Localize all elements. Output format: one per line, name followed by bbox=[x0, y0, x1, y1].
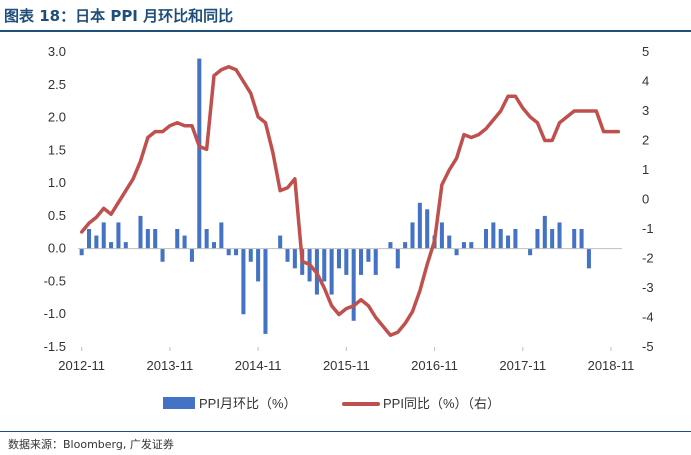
bar-mom bbox=[285, 248, 290, 262]
y-left-tick-label: -1.0 bbox=[44, 306, 66, 321]
bar-mom bbox=[204, 229, 209, 249]
bar-mom bbox=[292, 248, 297, 269]
bar-mom bbox=[234, 248, 239, 256]
line-yoy bbox=[79, 65, 621, 337]
bar-mom bbox=[373, 248, 378, 275]
bar-mom bbox=[542, 215, 547, 249]
bar-mom bbox=[145, 229, 150, 249]
x-tick-label: 2015-11 bbox=[323, 358, 370, 373]
y-left-tick-label: 3.0 bbox=[48, 44, 66, 59]
bar-mom bbox=[116, 222, 121, 249]
bar-mom bbox=[101, 222, 106, 249]
y-left-tick-label: 0.0 bbox=[48, 241, 66, 256]
bar-mom bbox=[403, 242, 408, 249]
bar-mom bbox=[513, 229, 518, 249]
bar-mom bbox=[469, 242, 474, 249]
y-right-tick-label: -4 bbox=[642, 310, 654, 325]
bar-mom bbox=[182, 235, 187, 249]
bar-mom bbox=[263, 248, 268, 334]
bar-mom bbox=[336, 248, 341, 269]
bar-mom bbox=[586, 248, 591, 269]
bar-mom bbox=[388, 242, 393, 249]
bar-mom bbox=[491, 222, 496, 249]
bar-mom bbox=[248, 248, 253, 262]
x-tick-label: 2017-11 bbox=[499, 358, 546, 373]
bar-mom bbox=[123, 242, 128, 249]
bar-mom bbox=[439, 222, 444, 249]
bar-mom bbox=[359, 248, 364, 275]
y-left-tick-label: -1.5 bbox=[44, 339, 66, 354]
bar-mom bbox=[572, 229, 577, 249]
legend-swatch-bar bbox=[163, 397, 195, 409]
bar-mom bbox=[395, 248, 400, 269]
bar-mom bbox=[447, 235, 452, 249]
y-left-tick-label: 1.0 bbox=[48, 175, 66, 190]
y-right-tick-label: 2 bbox=[642, 133, 649, 148]
y-left-tick-label: -0.5 bbox=[44, 273, 66, 288]
bar-mom bbox=[175, 229, 180, 249]
bar-mom bbox=[454, 248, 459, 256]
bar-mom bbox=[278, 235, 283, 249]
bar-mom bbox=[425, 209, 430, 249]
bar-mom bbox=[241, 248, 246, 315]
bar-mom bbox=[226, 248, 231, 256]
bar-mom bbox=[535, 229, 540, 249]
y-right-tick-label: 5 bbox=[642, 44, 649, 59]
y-right-tick-label: -2 bbox=[642, 251, 654, 266]
bar-mom bbox=[109, 242, 114, 249]
source-note: 数据来源：Bloomberg, 广发证券 bbox=[8, 436, 174, 452]
x-tick-label: 2012-11 bbox=[58, 358, 105, 373]
bar-mom bbox=[351, 248, 356, 321]
bar-mom bbox=[498, 229, 503, 249]
legend-label-line: PPI同比（%）（右） bbox=[383, 396, 500, 411]
bar-mom bbox=[417, 202, 422, 249]
y-left-tick-label: 0.5 bbox=[48, 208, 66, 223]
x-tick-label: 2018-11 bbox=[588, 358, 635, 373]
y-right-tick-label: -5 bbox=[642, 339, 654, 354]
y-right-tick-label: 1 bbox=[642, 162, 649, 177]
y-left-tick-label: 1.5 bbox=[48, 142, 66, 157]
bar-mom bbox=[322, 248, 327, 282]
bar-mom bbox=[410, 222, 415, 249]
bar-mom bbox=[153, 229, 158, 249]
y-right-tick-label: -1 bbox=[642, 221, 654, 236]
y-left-tick-label: 2.5 bbox=[48, 77, 66, 92]
bar-mom bbox=[557, 222, 562, 249]
chart-title: 图表 18：日本 PPI 月环比和同比 bbox=[4, 7, 234, 25]
chart: 3.0 2.5 2.0 1.5 1.0 0.5 0.0 -0.5 -1.0 -1.5 5 4 3 2 1 0 -… bbox=[44, 44, 654, 411]
x-tick-label: 2014-11 bbox=[235, 358, 282, 373]
bar-mom bbox=[506, 235, 511, 249]
bar-mom bbox=[461, 242, 466, 249]
bar-mom bbox=[366, 248, 371, 262]
y-right-tick-label: 4 bbox=[642, 74, 649, 89]
bar-mom bbox=[87, 229, 92, 249]
legend-label-bar: PPI月环比（%） bbox=[199, 396, 297, 411]
y-right-tick-label: 3 bbox=[642, 103, 649, 118]
y-right-tick-label: -3 bbox=[642, 280, 654, 295]
source-text: Bloomberg, 广发证券 bbox=[63, 438, 174, 451]
bar-mom bbox=[329, 248, 334, 295]
x-tick-label: 2013-11 bbox=[147, 358, 194, 373]
y-left-tick-label: 2.0 bbox=[48, 110, 66, 125]
bar-mom bbox=[483, 229, 489, 249]
bar-mom bbox=[528, 248, 533, 256]
x-tick-label: 2016-11 bbox=[411, 358, 458, 373]
bar-mom bbox=[579, 229, 584, 249]
bar-mom bbox=[211, 242, 217, 249]
bar-mom bbox=[160, 248, 165, 262]
bar-mom bbox=[219, 222, 224, 249]
bar-mom bbox=[344, 248, 349, 275]
bar-mom bbox=[197, 58, 202, 249]
bar-mom bbox=[550, 229, 555, 249]
y-right-tick-label: 0 bbox=[642, 192, 649, 207]
bar-mom bbox=[79, 248, 84, 256]
bar-mom bbox=[138, 215, 143, 249]
bar-mom bbox=[94, 235, 99, 249]
source-label: 数据来源： bbox=[8, 438, 63, 451]
footer-divider bbox=[0, 431, 691, 432]
bar-mom bbox=[189, 248, 194, 262]
bar-mom bbox=[256, 248, 261, 282]
title-divider bbox=[0, 30, 691, 32]
